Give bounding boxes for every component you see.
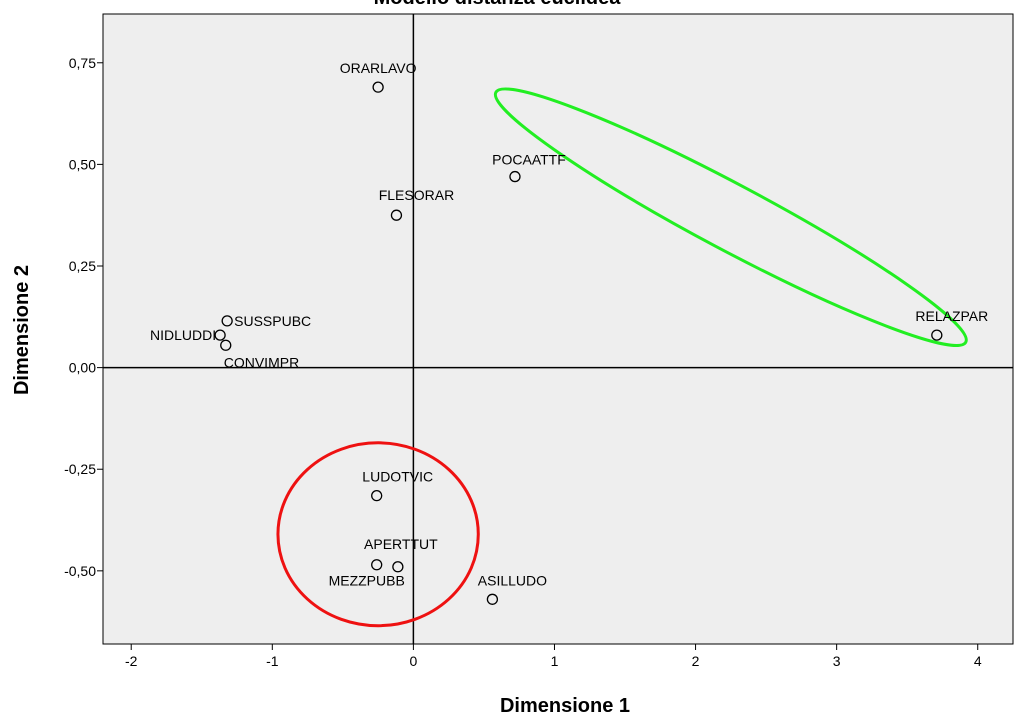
y-tick-label: -0,25 bbox=[64, 461, 96, 477]
x-tick-label: 4 bbox=[974, 653, 982, 669]
point-marker bbox=[371, 559, 383, 571]
plot-area bbox=[102, 13, 1014, 645]
x-tick-label: 1 bbox=[551, 653, 559, 669]
highlight-ellipses bbox=[276, 87, 968, 628]
point-label: RELAZPAR bbox=[915, 308, 988, 324]
y-tick-label: 0,50 bbox=[69, 156, 96, 172]
point-marker bbox=[371, 489, 383, 502]
y-tick-label: 0,00 bbox=[69, 360, 96, 376]
y-tick-label: -0,50 bbox=[64, 563, 96, 579]
point-label: LUDOTVIC bbox=[362, 469, 433, 485]
point-marker bbox=[221, 315, 233, 327]
point-marker bbox=[931, 329, 943, 341]
point-label: NIDLUDDI bbox=[150, 327, 216, 343]
point-marker bbox=[486, 593, 499, 605]
y-tick-label: 0,25 bbox=[69, 258, 96, 274]
point-marker bbox=[392, 561, 404, 573]
point-label: APERTTUT bbox=[364, 536, 438, 552]
x-axis-title: Dimensione 1 bbox=[500, 695, 630, 717]
point-label: FLESORAR bbox=[379, 187, 454, 203]
point-label: ASILLUDO bbox=[478, 572, 547, 588]
x-tick-label: 0 bbox=[409, 653, 417, 669]
highlight-ellipse-0 bbox=[493, 87, 968, 347]
chart-title: Modello distanza euclidea bbox=[374, 0, 622, 9]
x-tick-label: 2 bbox=[692, 653, 700, 669]
highlight-ellipse-1 bbox=[276, 441, 480, 628]
reference-lines bbox=[103, 14, 1013, 644]
point-label: SUSSPUBC bbox=[234, 313, 311, 329]
data-points: ORARLAVO POCAATTF FLESORAR SUSSPUBC NIDLUDDI… bbox=[150, 60, 988, 605]
x-tick-label: -2 bbox=[125, 653, 138, 669]
axis-ticks: -2 -1 0 1 2 3 4 -0,50 -0,25 0,00 0,25 0,50 0,75 bbox=[64, 55, 982, 669]
point-label: CONVIMPR bbox=[224, 354, 299, 370]
x-tick-label: -1 bbox=[266, 653, 279, 669]
point-label: POCAATTF bbox=[492, 152, 566, 168]
point-marker bbox=[509, 170, 521, 183]
y-tick-label: 0,75 bbox=[69, 55, 96, 71]
point-marker bbox=[372, 81, 384, 93]
x-tick-label: 3 bbox=[833, 653, 841, 669]
point-marker bbox=[390, 209, 403, 221]
point-marker bbox=[220, 339, 232, 351]
point-label: ORARLAVO bbox=[340, 60, 417, 76]
point-marker bbox=[214, 329, 226, 341]
y-axis-title: Dimensione 2 bbox=[11, 265, 33, 395]
point-label: MEZZPUBB bbox=[329, 573, 405, 589]
